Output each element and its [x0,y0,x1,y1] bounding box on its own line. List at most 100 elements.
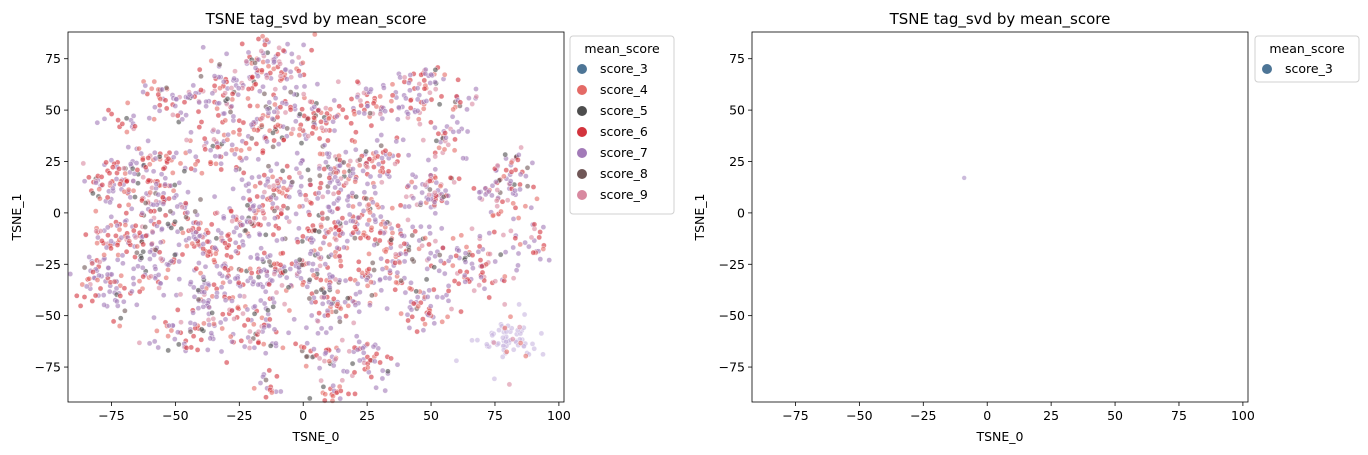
chart-left-point-score_4 [280,344,286,351]
chart-left-point-score_4 [303,363,310,369]
chart-left-point-score_4 [97,195,103,202]
chart-left-point-score_4 [269,173,276,180]
chart-left-point-score_4 [441,71,448,78]
chart-left-point-score_7 [381,85,387,91]
chart-left-point-score_4 [458,232,465,239]
chart-left-point-score_7 [105,265,112,271]
chart-left-point-score_7 [256,173,262,180]
chart-left-point-score_6 [352,224,358,230]
chart-left-point-score_4 [206,248,212,255]
chart-left-point-score_6 [81,294,88,300]
chart-left-point-score_7 [200,274,207,280]
chart-left-point-score_7 [262,350,269,357]
chart-left-point-score_4 [211,321,217,327]
chart-left-point-score_7 [378,255,384,262]
chart-left-point-score_7 [510,346,517,353]
chart-left-point-score_4 [136,278,143,284]
chart-left-point-score_7 [379,115,386,122]
chart-left-legend-marker-score_5 [577,106,587,116]
chart-left-point-score_4 [101,252,107,258]
chart-left-point-score_4 [184,243,190,249]
chart-left-point-score_7 [414,108,421,114]
chart-left-point-score_7 [104,224,111,231]
chart-left-point-score_7 [414,85,421,91]
chart-left-point-score_9 [243,58,250,65]
chart-left-point-score_6 [121,285,128,292]
chart-left-legend-label-score_3: score_3 [600,61,648,76]
chart-left-point-score_4 [93,208,99,214]
chart-left-point-score_7 [316,365,323,371]
chart-left-point-score_5 [270,130,276,136]
chart-left-point-score_7 [324,150,330,157]
chart-left-point-score_4 [386,151,393,157]
chart-left-point-score_6 [453,252,460,259]
chart-left-point-score_8 [398,277,404,284]
chart-left-point-score_6 [108,245,114,252]
chart-left-point-score_8 [340,159,347,166]
chart-left-point-score_5 [320,383,327,390]
chart-left-point-score_4 [250,321,257,328]
chart-left-point-score_9 [296,170,303,176]
chart-left-point-score_7 [303,324,310,331]
chart-left-point-score_7 [378,132,385,138]
chart-left-point-score_9 [493,197,500,204]
chart-left-point-score_6 [142,164,149,171]
chart-left-point-score_6 [407,97,414,104]
chart-left-point-score_9 [319,193,326,200]
chart-left-point-score_9 [476,282,483,288]
chart-left-point-score_4 [408,179,415,185]
chart-left-x-tick-label: 0 [299,408,307,423]
chart-left-point-score_7 [220,78,227,85]
chart-left-point-score_7 [202,263,209,270]
chart-left-point-score_4 [257,180,264,186]
chart-left-point-score_7 [176,276,183,282]
chart-left-point-score_9 [508,228,514,234]
chart-left-point-score_7 [228,103,235,110]
chart-left-point-score_6 [469,252,476,258]
chart-left-point-score_6 [499,198,506,205]
chart-left-point-score_6 [530,184,537,190]
chart-left-point-score_6 [163,105,170,112]
chart-left-point-score_4 [217,85,223,91]
chart-left-point-score_6 [308,47,315,54]
chart-left-point-score_7 [241,343,248,350]
chart-left-point-score_4 [199,170,205,176]
chart-left-y-tick-label: −50 [35,308,61,323]
chart-left-point-score_9 [330,190,337,197]
chart-left-point-score_6 [280,203,287,209]
chart-left-point-score_9 [509,336,516,342]
chart-left-point-score_7 [127,194,134,201]
chart-left-point-score_6 [254,193,261,200]
chart-left-point-score_6 [243,140,249,146]
chart-left-point-score_6 [324,110,330,117]
chart-left-point-score_4 [296,132,303,138]
chart-left-point-score_7 [274,237,280,244]
chart-left-point-score_5 [306,277,313,283]
chart-right: TSNE tag_svd by mean_score −75 −50 −25 0 25 5… [692,10,1360,444]
chart-left-point-score_7 [382,108,389,114]
chart-left-point-score_7 [269,277,276,284]
chart-left-point-score_6 [115,117,121,123]
chart-left-point-score_4 [377,168,384,175]
chart-left-point-score_7 [214,263,220,269]
chart-left-point-score_9 [504,197,511,203]
chart-left-point-score_6 [452,136,458,143]
chart-left-point-score_4 [501,273,508,280]
chart-left-point-score_4 [268,389,275,396]
chart-left-point-score_6 [305,115,311,122]
chart-left-point-score_4 [351,138,358,145]
chart-left-point-score_4 [207,159,214,165]
chart-left-point-score_7 [139,210,145,216]
chart-left-point-score_7 [420,327,427,334]
chart-left-point-score_5 [165,347,171,354]
chart-left-point-score_6 [275,51,281,58]
chart-left-point-score_9 [323,127,329,133]
chart-left-point-score_4 [118,272,124,279]
chart-left-point-score_6 [397,202,404,209]
chart-left-point-score_7 [353,333,360,340]
chart-left-point-score_6 [123,248,130,255]
chart-left-point-score_9 [264,74,270,81]
chart-left-point-score_7 [349,190,356,196]
chart-right-x-tick-label: 25 [1043,408,1059,423]
chart-left-legend-marker-score_3 [577,64,587,74]
